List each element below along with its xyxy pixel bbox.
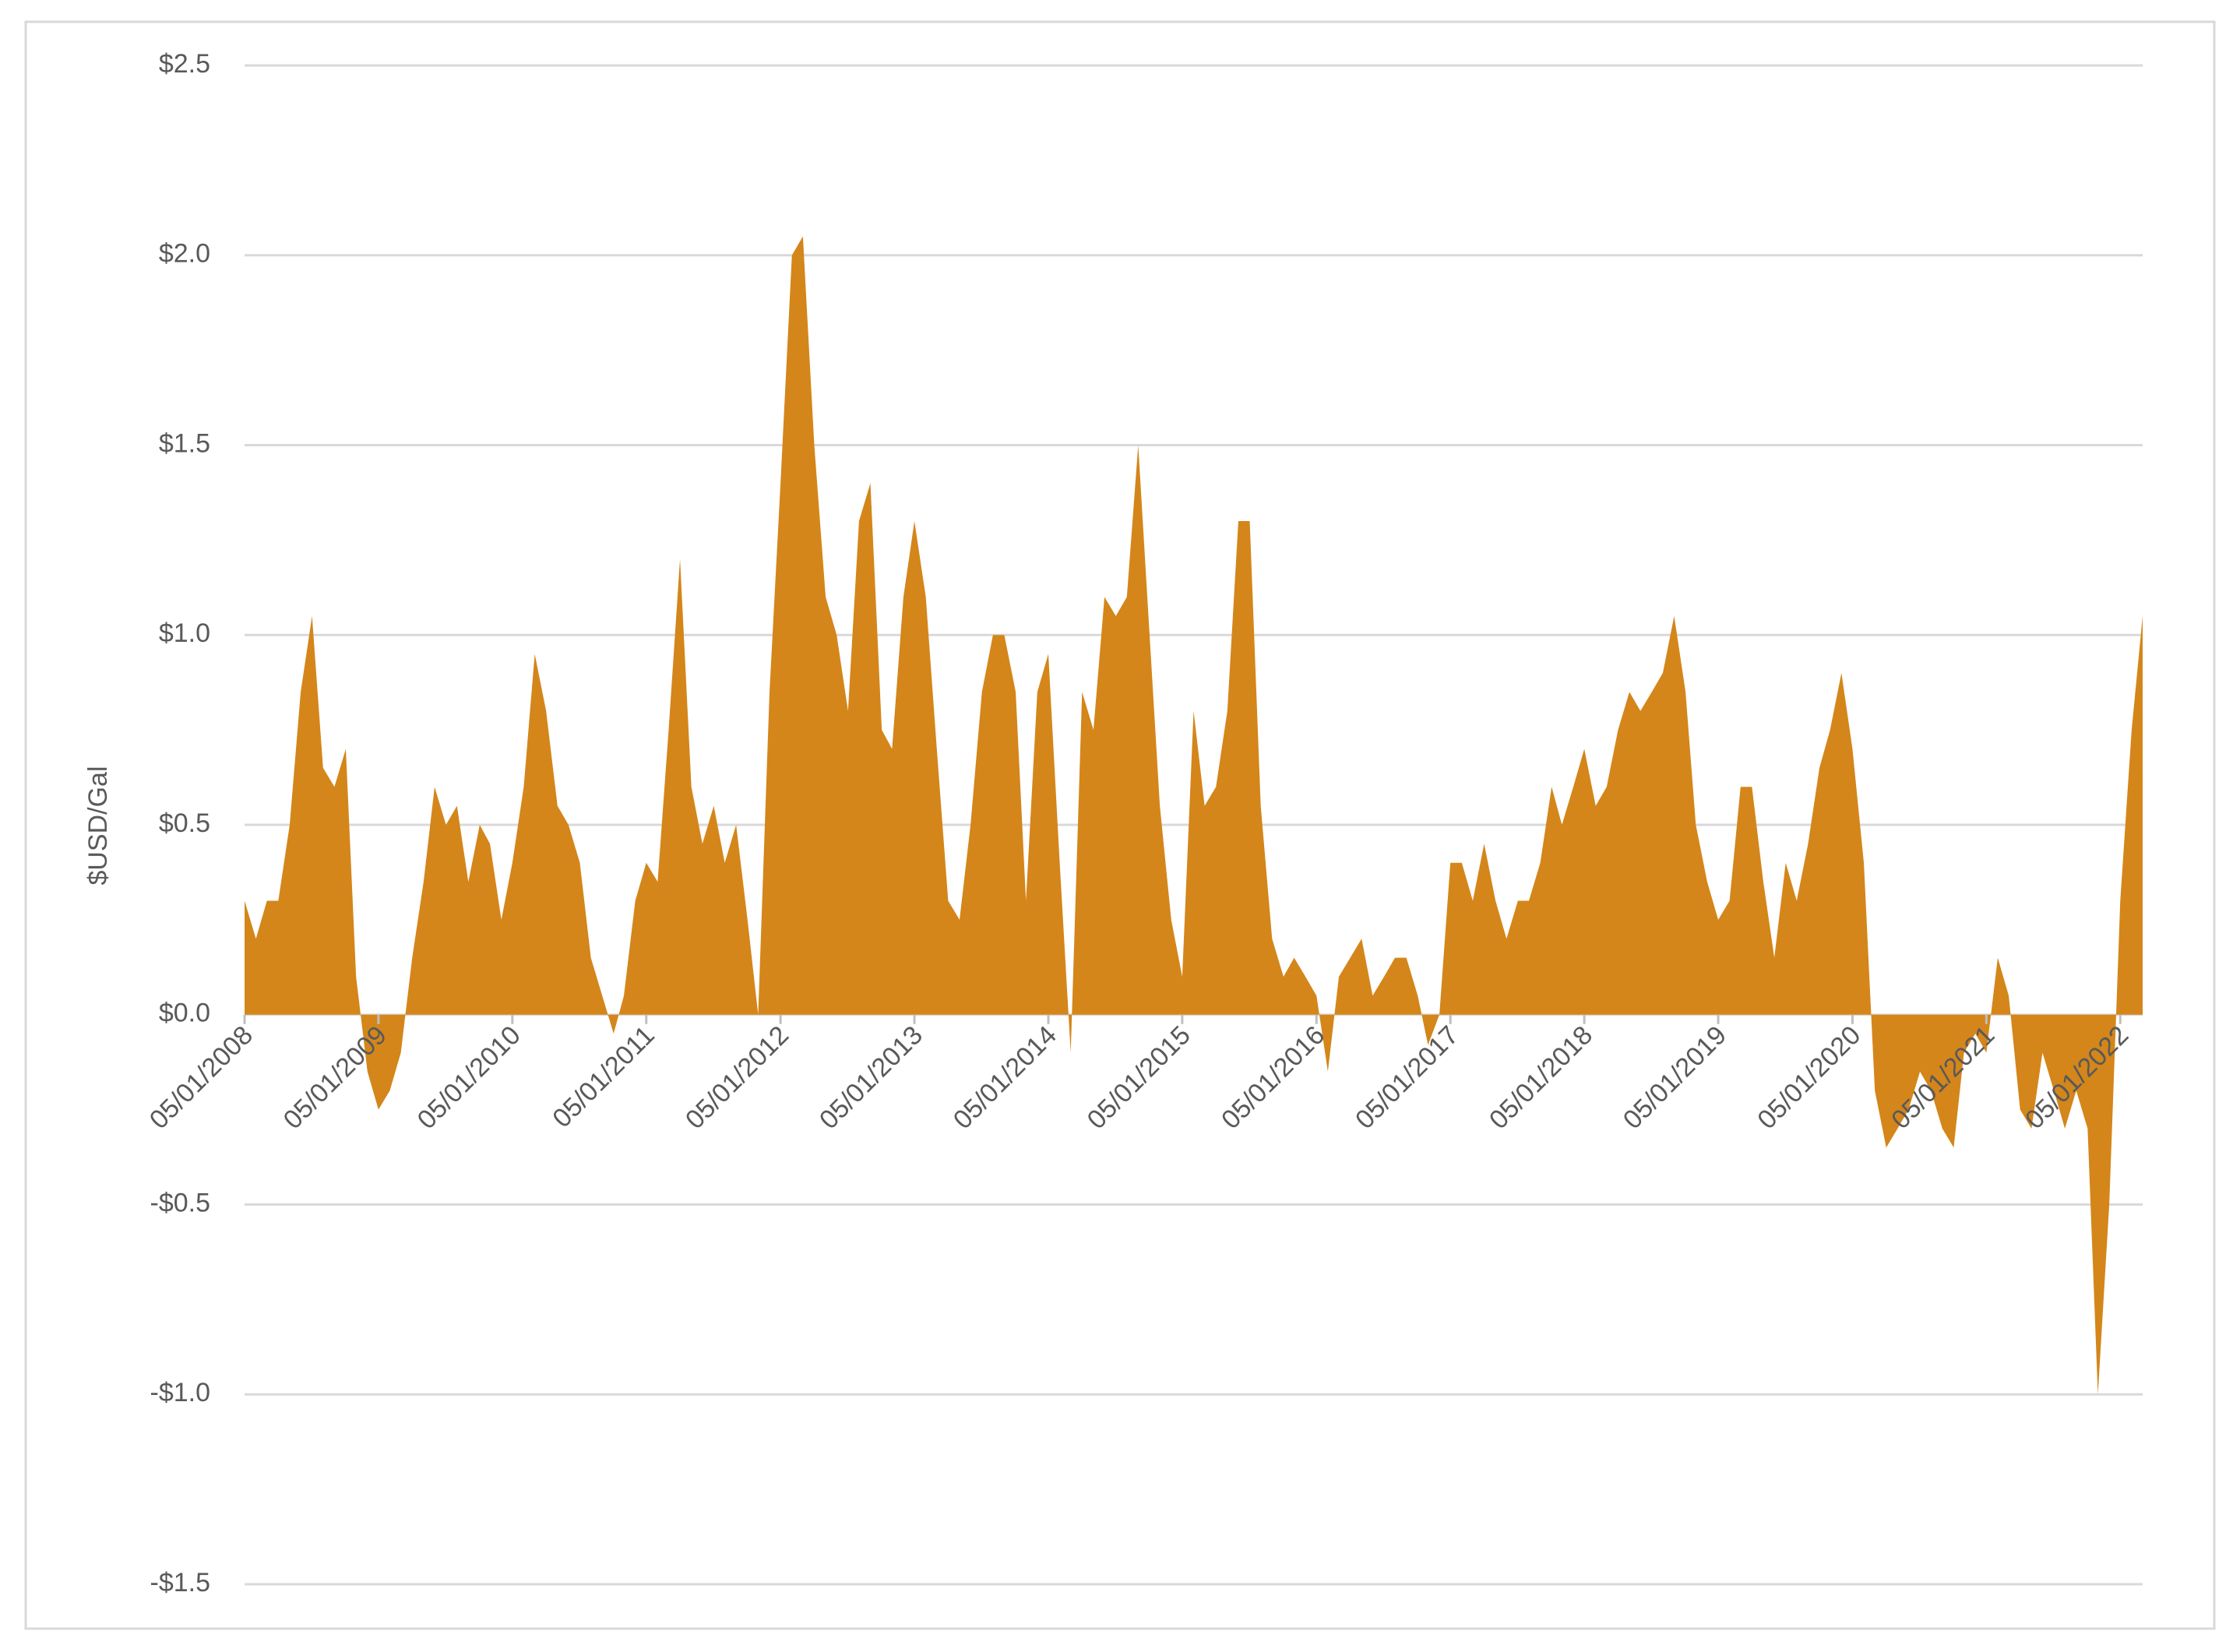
- y-tick-label: $1.0: [159, 618, 210, 648]
- area: [245, 236, 2143, 1395]
- y-tick-label: $2.0: [159, 239, 210, 269]
- y-tick-label: -$1.0: [150, 1378, 211, 1407]
- y-tick-label: $1.5: [159, 428, 210, 458]
- y-axis-label: $USD/Gal: [83, 766, 113, 885]
- y-tick-label: $2.5: [159, 49, 210, 79]
- y-tick-label: -$1.5: [150, 1568, 211, 1597]
- y-tick-label: -$0.5: [150, 1188, 211, 1217]
- y-tick-label: $0.5: [159, 808, 210, 838]
- y-tick-label: $0.0: [159, 999, 210, 1028]
